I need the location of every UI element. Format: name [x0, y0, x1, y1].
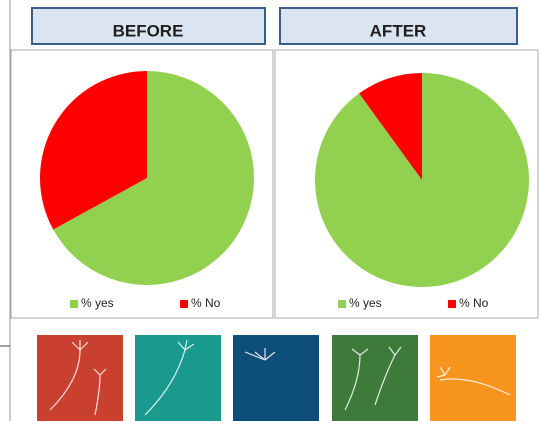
- legend-swatch: [448, 300, 456, 308]
- legend-swatch: [70, 300, 78, 308]
- thumbnails: [37, 335, 516, 421]
- legend-swatch: [338, 300, 346, 308]
- header-box: [279, 7, 518, 45]
- thumbnail: [332, 335, 418, 421]
- legend-label: % yes: [349, 296, 382, 310]
- legend-label: % No: [459, 296, 489, 310]
- thumbnail: [233, 335, 319, 421]
- pie-slice: [359, 73, 422, 180]
- legend-label: % No: [191, 296, 221, 310]
- panel-title: BEFORE: [113, 21, 184, 40]
- legend-label: % yes: [81, 296, 114, 310]
- pie-slice: [314, 73, 529, 287]
- thumbnail: [430, 335, 516, 421]
- legend-swatch: [180, 300, 188, 308]
- pie-slice: [40, 71, 148, 230]
- thumbnail: [135, 335, 221, 421]
- pie-slice: [53, 71, 255, 285]
- panel-title: AFTER: [370, 21, 427, 40]
- header-box: [31, 7, 266, 45]
